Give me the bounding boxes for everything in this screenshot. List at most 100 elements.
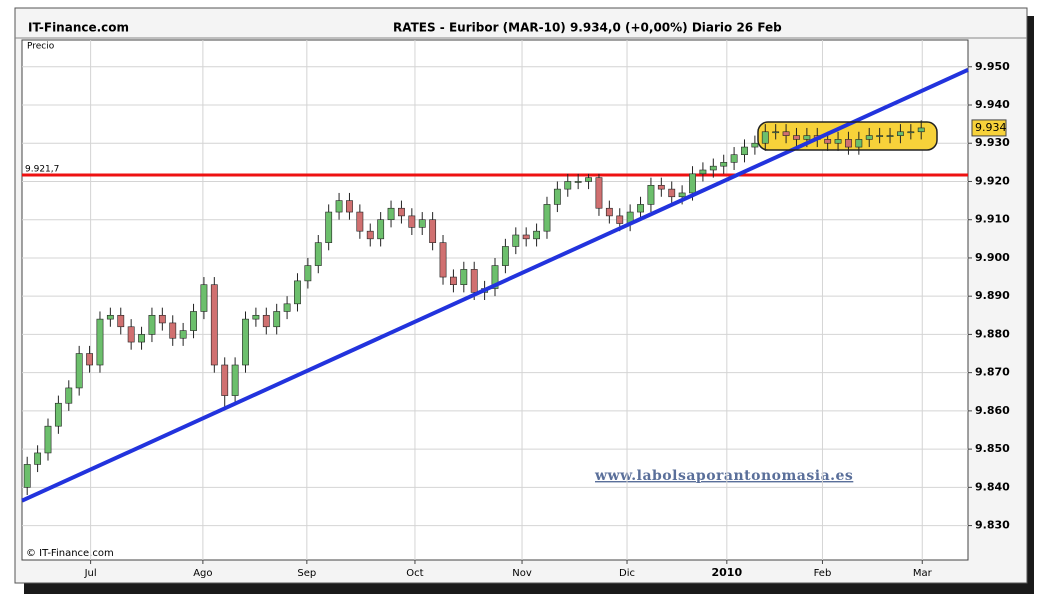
y-tick-label: 9.860 <box>975 404 1010 417</box>
y-tick-label: 9.920 <box>975 174 1010 187</box>
candle-body <box>231 364 239 396</box>
candle-body <box>366 230 374 240</box>
x-tick-label: Jul <box>84 568 97 579</box>
candle-body <box>54 402 62 427</box>
y-tick-label: 9.870 <box>975 366 1010 379</box>
candle-body <box>86 353 93 366</box>
candle-body <box>585 177 592 182</box>
candle-body <box>210 284 218 366</box>
candle-body <box>491 265 499 289</box>
candle-body <box>325 211 333 243</box>
plot-layer <box>22 40 968 560</box>
candle-body <box>689 173 696 194</box>
candle-body <box>190 311 197 331</box>
candle-body <box>834 139 842 144</box>
candle-body <box>75 353 83 389</box>
candle-body <box>553 188 561 205</box>
candle-body <box>657 184 665 190</box>
y-tick-label: 9.930 <box>975 136 1010 149</box>
candle-body <box>387 207 395 221</box>
candle-body <box>23 464 31 488</box>
candle-body <box>522 234 530 240</box>
candle-body <box>179 330 187 339</box>
candle-body <box>751 142 759 148</box>
candle-body <box>335 200 343 213</box>
candle-body <box>460 269 468 286</box>
watermark: www.labolsaporantonomasia.es <box>594 468 853 484</box>
candle-body <box>501 246 509 266</box>
candle-body <box>793 135 800 140</box>
copyright: © IT-Finance.com <box>26 548 114 559</box>
candle-body <box>574 181 582 183</box>
y-tick-label: 9.940 <box>975 98 1010 111</box>
candle-body <box>418 219 426 228</box>
candle-body <box>709 165 717 171</box>
x-tick-label: Oct <box>406 568 423 579</box>
candle-body <box>720 162 728 167</box>
candle-body <box>845 139 852 148</box>
y-tick-label: 9.900 <box>975 251 1010 264</box>
candle-body <box>439 242 447 278</box>
y-tick-label: 9.910 <box>975 213 1010 226</box>
candle-body <box>855 139 863 148</box>
x-tick-label: 2010 <box>712 566 743 579</box>
x-tick-label: Nov <box>512 568 532 579</box>
candle-body <box>803 135 811 140</box>
candle-body <box>605 207 613 217</box>
x-tick-label: Dic <box>619 568 635 579</box>
candle-body <box>117 314 125 328</box>
candle-body <box>429 219 437 243</box>
y-tick-label: 9.840 <box>975 480 1010 493</box>
x-tick-label: Sep <box>297 568 316 579</box>
candle-body <box>876 135 884 137</box>
candle-body <box>242 318 249 366</box>
last-price-label: 9.934 <box>975 121 1007 134</box>
candle-body <box>512 234 520 247</box>
candle-body <box>398 207 405 217</box>
candle-body <box>44 425 52 454</box>
candle-body <box>356 211 364 232</box>
candle-body <box>637 204 644 213</box>
x-tick-label: Feb <box>814 568 832 579</box>
trendline <box>21 68 969 503</box>
candle-body <box>377 219 385 240</box>
y-tick-label: 9.850 <box>975 442 1010 455</box>
candle-body <box>346 200 353 213</box>
candle-body <box>408 215 416 228</box>
candle-body <box>127 326 135 343</box>
y-tick-label: 9.880 <box>975 327 1010 340</box>
candle-body <box>169 322 177 339</box>
candle-body <box>262 314 270 328</box>
candle-body <box>96 318 104 366</box>
candle-body <box>449 276 457 286</box>
candle-body <box>595 177 603 209</box>
candle-body <box>824 139 832 144</box>
site-name: IT-Finance.com <box>28 21 129 35</box>
candle-body <box>470 269 478 293</box>
candle-body <box>65 387 73 404</box>
y-tick-label: 9.950 <box>975 60 1010 73</box>
candle-body <box>314 242 322 266</box>
candle-body <box>273 311 281 328</box>
candle-body <box>741 146 748 156</box>
candle-body <box>761 131 769 144</box>
candle-body <box>647 184 655 205</box>
candle-body <box>678 192 686 198</box>
candle-body <box>148 314 156 335</box>
candle-body <box>730 154 738 163</box>
chart-title: RATES - Euribor (MAR-10) 9.934,0 (+0,00%… <box>393 21 782 35</box>
y-tick-label: 9.890 <box>975 289 1010 302</box>
candle-body <box>897 131 904 136</box>
candle-body <box>772 131 780 134</box>
candle-body <box>221 364 229 396</box>
candle-body <box>699 169 707 175</box>
y-tick-label: 9.830 <box>975 519 1010 532</box>
candle-body <box>917 127 925 133</box>
candle-body <box>200 284 208 312</box>
candle-body <box>252 314 260 320</box>
candle-body <box>158 314 166 324</box>
candle-body <box>543 204 551 232</box>
candle-body <box>283 303 291 312</box>
candle-body <box>138 334 145 343</box>
